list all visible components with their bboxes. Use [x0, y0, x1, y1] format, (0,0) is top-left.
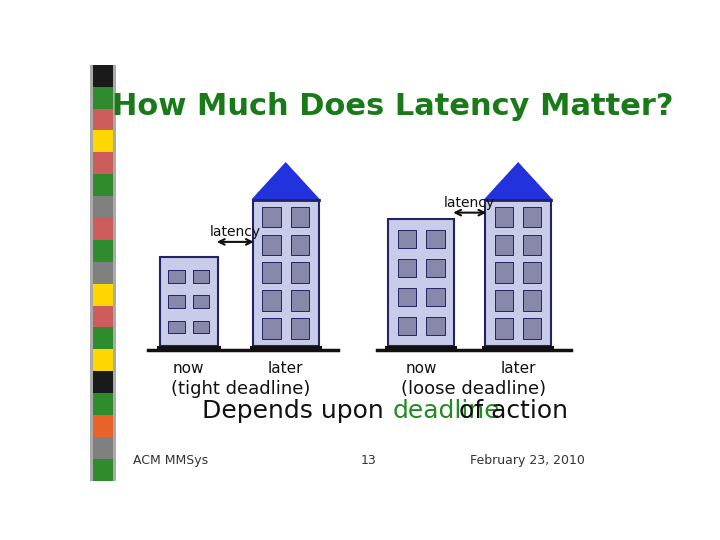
Bar — [93, 284, 113, 306]
Bar — [495, 318, 513, 339]
Bar — [93, 437, 113, 458]
Bar — [168, 295, 184, 308]
Bar — [262, 318, 281, 339]
Bar — [157, 346, 221, 352]
Bar — [193, 295, 210, 308]
Bar — [93, 349, 113, 371]
Bar — [93, 240, 113, 262]
Bar — [426, 288, 444, 306]
Bar — [93, 131, 113, 152]
Bar — [523, 291, 541, 310]
Bar — [398, 288, 416, 306]
Text: later: later — [268, 361, 303, 376]
Polygon shape — [485, 164, 551, 200]
Bar — [426, 230, 444, 248]
Bar — [160, 257, 218, 346]
Text: now: now — [405, 361, 437, 376]
Text: Depends upon: Depends upon — [202, 399, 392, 423]
Bar — [93, 458, 113, 481]
Bar — [93, 262, 113, 284]
Bar — [426, 317, 444, 335]
Bar — [290, 291, 309, 310]
Bar — [495, 207, 513, 227]
Bar — [290, 262, 309, 283]
Bar — [523, 262, 541, 283]
Bar — [398, 259, 416, 276]
Text: ACM MMSys: ACM MMSys — [132, 454, 208, 467]
Bar — [290, 235, 309, 255]
Bar — [90, 65, 117, 481]
Text: of action: of action — [451, 399, 568, 423]
Bar — [93, 152, 113, 174]
Bar — [168, 270, 184, 282]
Bar — [93, 306, 113, 327]
Text: latency: latency — [444, 195, 495, 210]
Bar — [523, 318, 541, 339]
Bar — [93, 415, 113, 437]
Polygon shape — [253, 164, 319, 200]
Bar — [253, 200, 319, 346]
Bar — [388, 219, 454, 346]
Bar — [262, 207, 281, 227]
Text: later: later — [500, 361, 536, 376]
Bar — [398, 230, 416, 248]
Bar — [93, 109, 113, 131]
Text: deadline: deadline — [392, 399, 500, 423]
Bar — [398, 317, 416, 335]
Bar — [93, 327, 113, 349]
Text: now: now — [173, 361, 204, 376]
Text: (tight deadline): (tight deadline) — [171, 381, 311, 399]
Text: How Much Does Latency Matter?: How Much Does Latency Matter? — [112, 92, 673, 121]
Text: February 23, 2010: February 23, 2010 — [469, 454, 585, 467]
Bar — [495, 291, 513, 310]
Bar — [93, 87, 113, 109]
Bar — [426, 259, 444, 276]
Text: 13: 13 — [361, 454, 377, 467]
Bar — [250, 346, 322, 352]
Bar — [262, 291, 281, 310]
Bar — [93, 65, 113, 87]
Bar — [290, 207, 309, 227]
Bar — [290, 318, 309, 339]
Bar — [485, 200, 551, 346]
Bar — [385, 346, 457, 352]
Bar — [262, 235, 281, 255]
Bar — [93, 174, 113, 196]
Bar — [495, 235, 513, 255]
Bar — [168, 321, 184, 333]
Bar — [262, 262, 281, 283]
Bar — [93, 393, 113, 415]
Bar — [93, 218, 113, 240]
Bar — [193, 270, 210, 282]
Bar — [93, 196, 113, 218]
Bar — [523, 235, 541, 255]
Bar — [193, 321, 210, 333]
Text: latency: latency — [210, 225, 261, 239]
Bar — [523, 207, 541, 227]
Bar — [495, 262, 513, 283]
Bar — [93, 371, 113, 393]
Text: (loose deadline): (loose deadline) — [401, 381, 546, 399]
Bar — [482, 346, 554, 352]
